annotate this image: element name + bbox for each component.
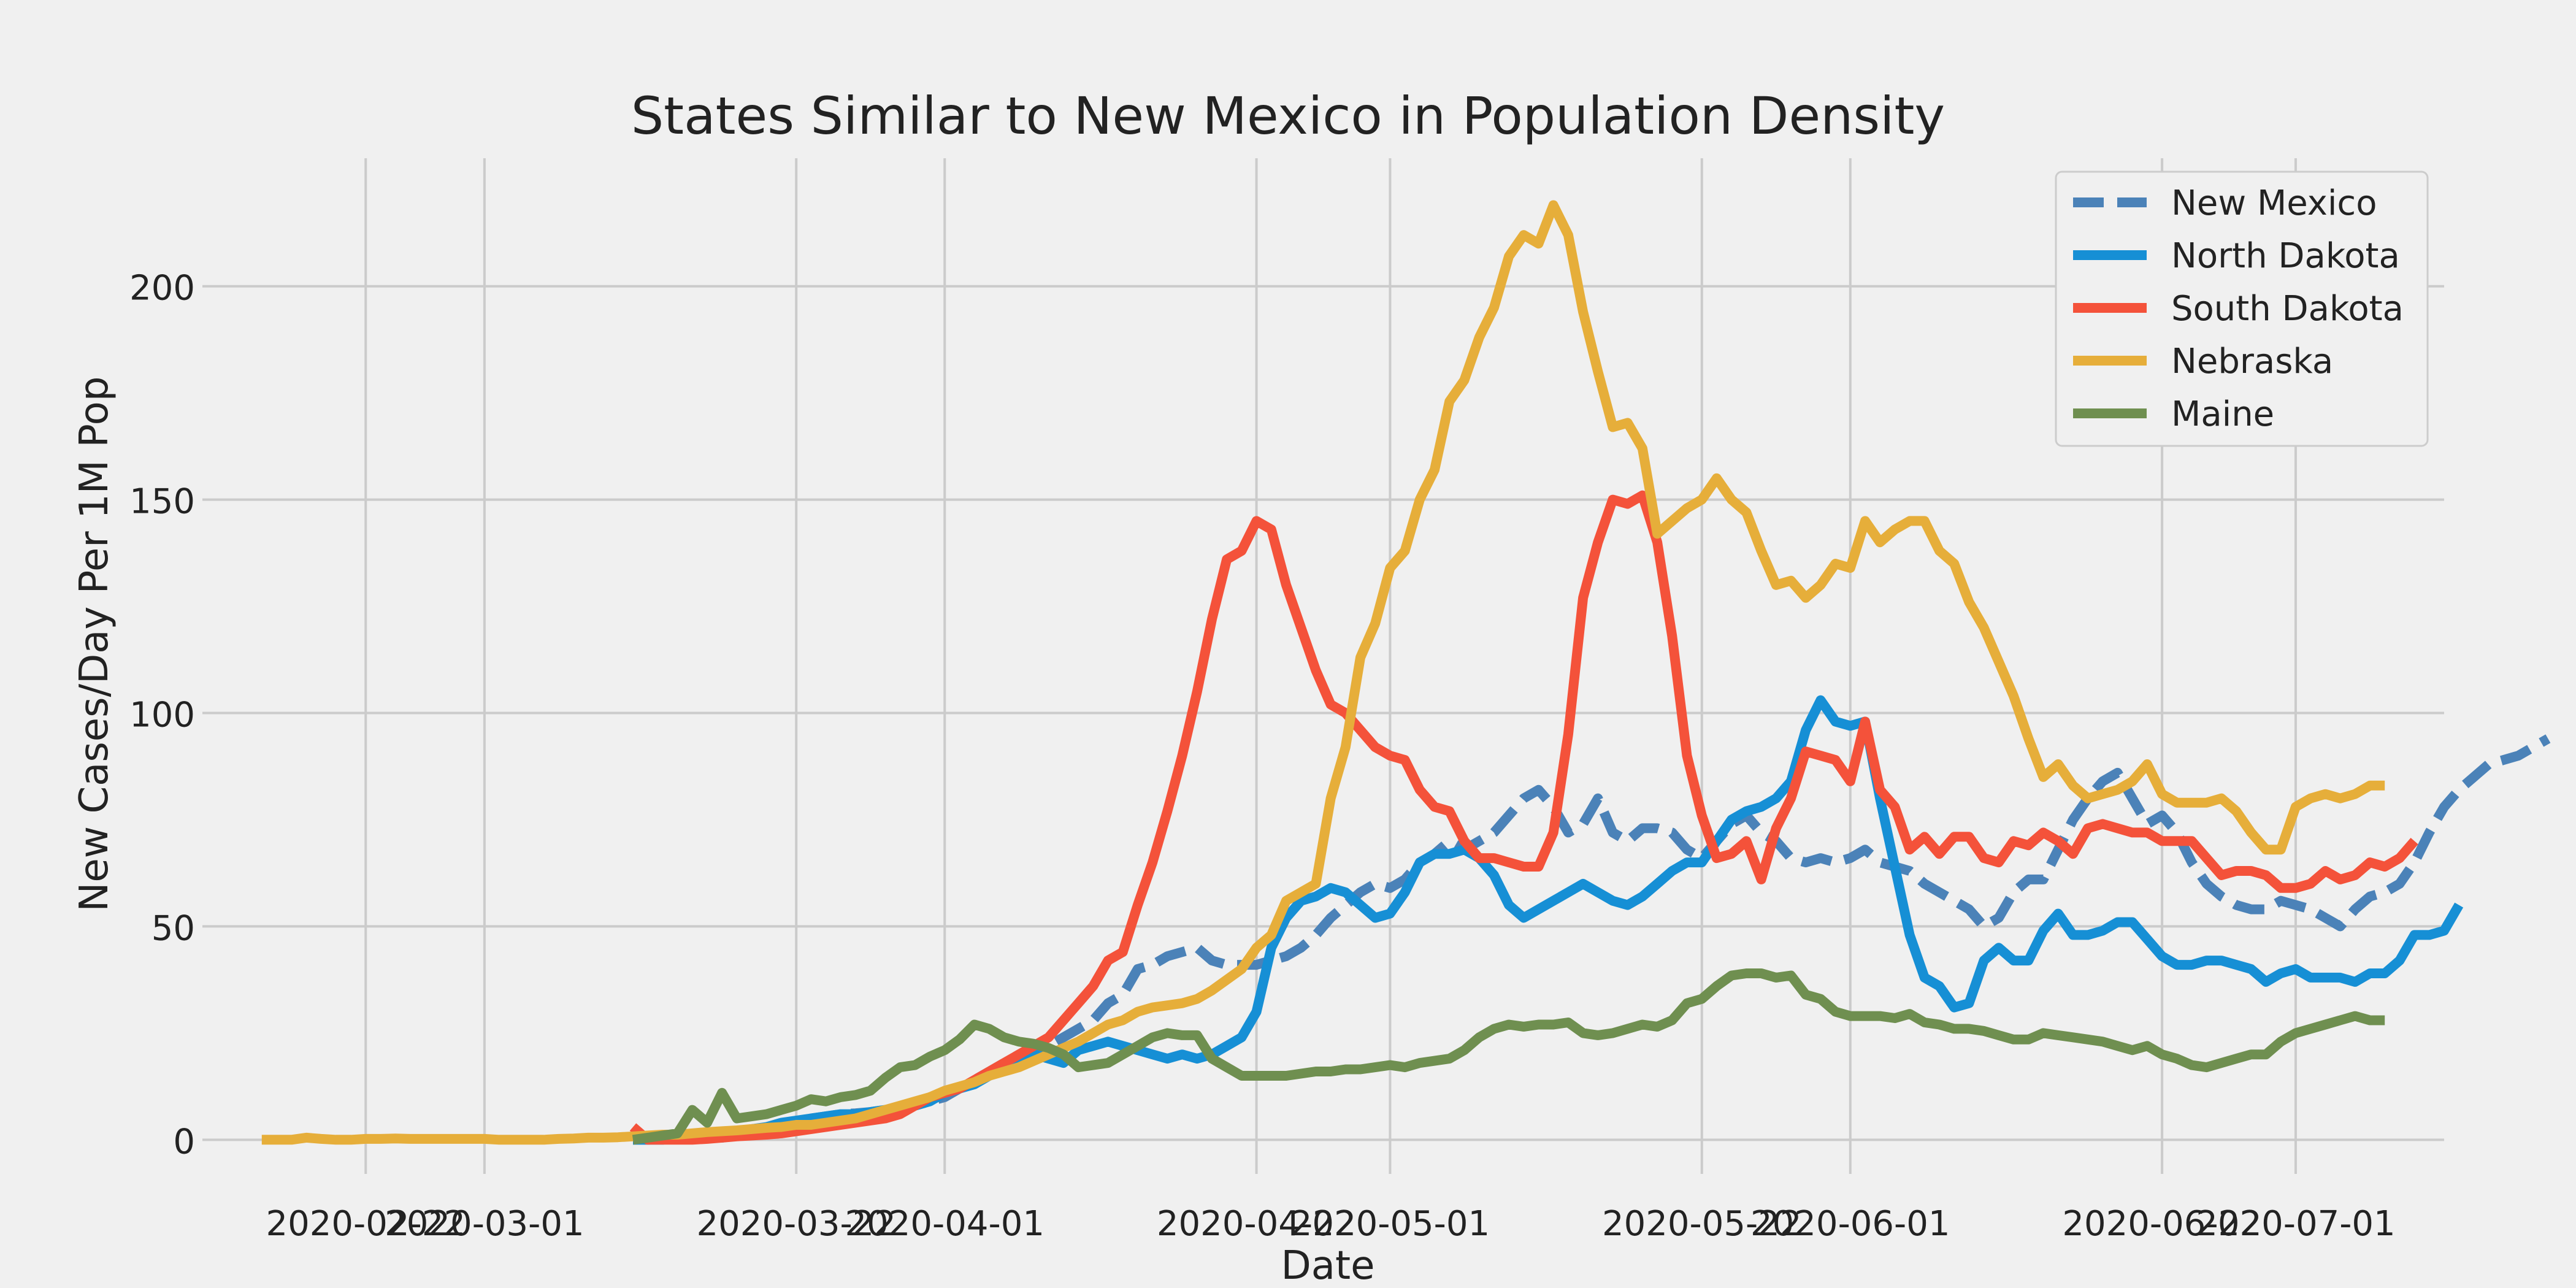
- legend: New Mexico North Dakota South Dakota Nebras…: [2055, 171, 2429, 447]
- legend-label-south-dakota: South Dakota: [2171, 289, 2404, 329]
- legend-label-new-mexico: New Mexico: [2171, 183, 2377, 223]
- legend-label-north-dakota: North Dakota: [2171, 236, 2400, 276]
- x-tick-label: 2020-06-22: [2062, 1204, 2261, 1244]
- x-tick-label: 2020-07-01: [2196, 1204, 2395, 1244]
- x-tick-label: 2020-02-22: [266, 1204, 466, 1244]
- x-tick-label: 2020-05-22: [1602, 1204, 1801, 1244]
- y-tick-label: 200: [129, 269, 195, 309]
- chart-title: States Similar to New Mexico in Populati…: [631, 86, 1945, 146]
- y-tick-label: 0: [173, 1122, 195, 1162]
- legend-label-maine: Maine: [2171, 394, 2274, 434]
- x-tick-label: 2020-03-01: [385, 1204, 584, 1244]
- y-tick-label: 50: [151, 908, 195, 948]
- x-tick-label: 2020-04-22: [1157, 1204, 1356, 1244]
- x-tick-label: 2020-05-01: [1290, 1204, 1490, 1244]
- y-tick-label: 100: [129, 696, 195, 735]
- y-tick-label: 150: [129, 482, 195, 522]
- legend-box: [2055, 171, 2429, 447]
- y-axis-ticks: 0 50 100 150 200: [129, 269, 195, 1162]
- series-lines: [261, 200, 2551, 1145]
- legend-label-nebraska: Nebraska: [2171, 342, 2333, 381]
- y-axis-label: New Cases/Day Per 1M Pop: [72, 377, 117, 912]
- x-axis-label: Date: [1281, 1243, 1375, 1288]
- x-tick-label: 2020-06-01: [1750, 1204, 1950, 1244]
- x-tick-label: 2020-04-01: [845, 1204, 1045, 1244]
- x-tick-label: 2020-03-22: [696, 1204, 895, 1244]
- series-line-nebraska: [261, 200, 2385, 1145]
- series-line-maine: [632, 968, 2385, 1145]
